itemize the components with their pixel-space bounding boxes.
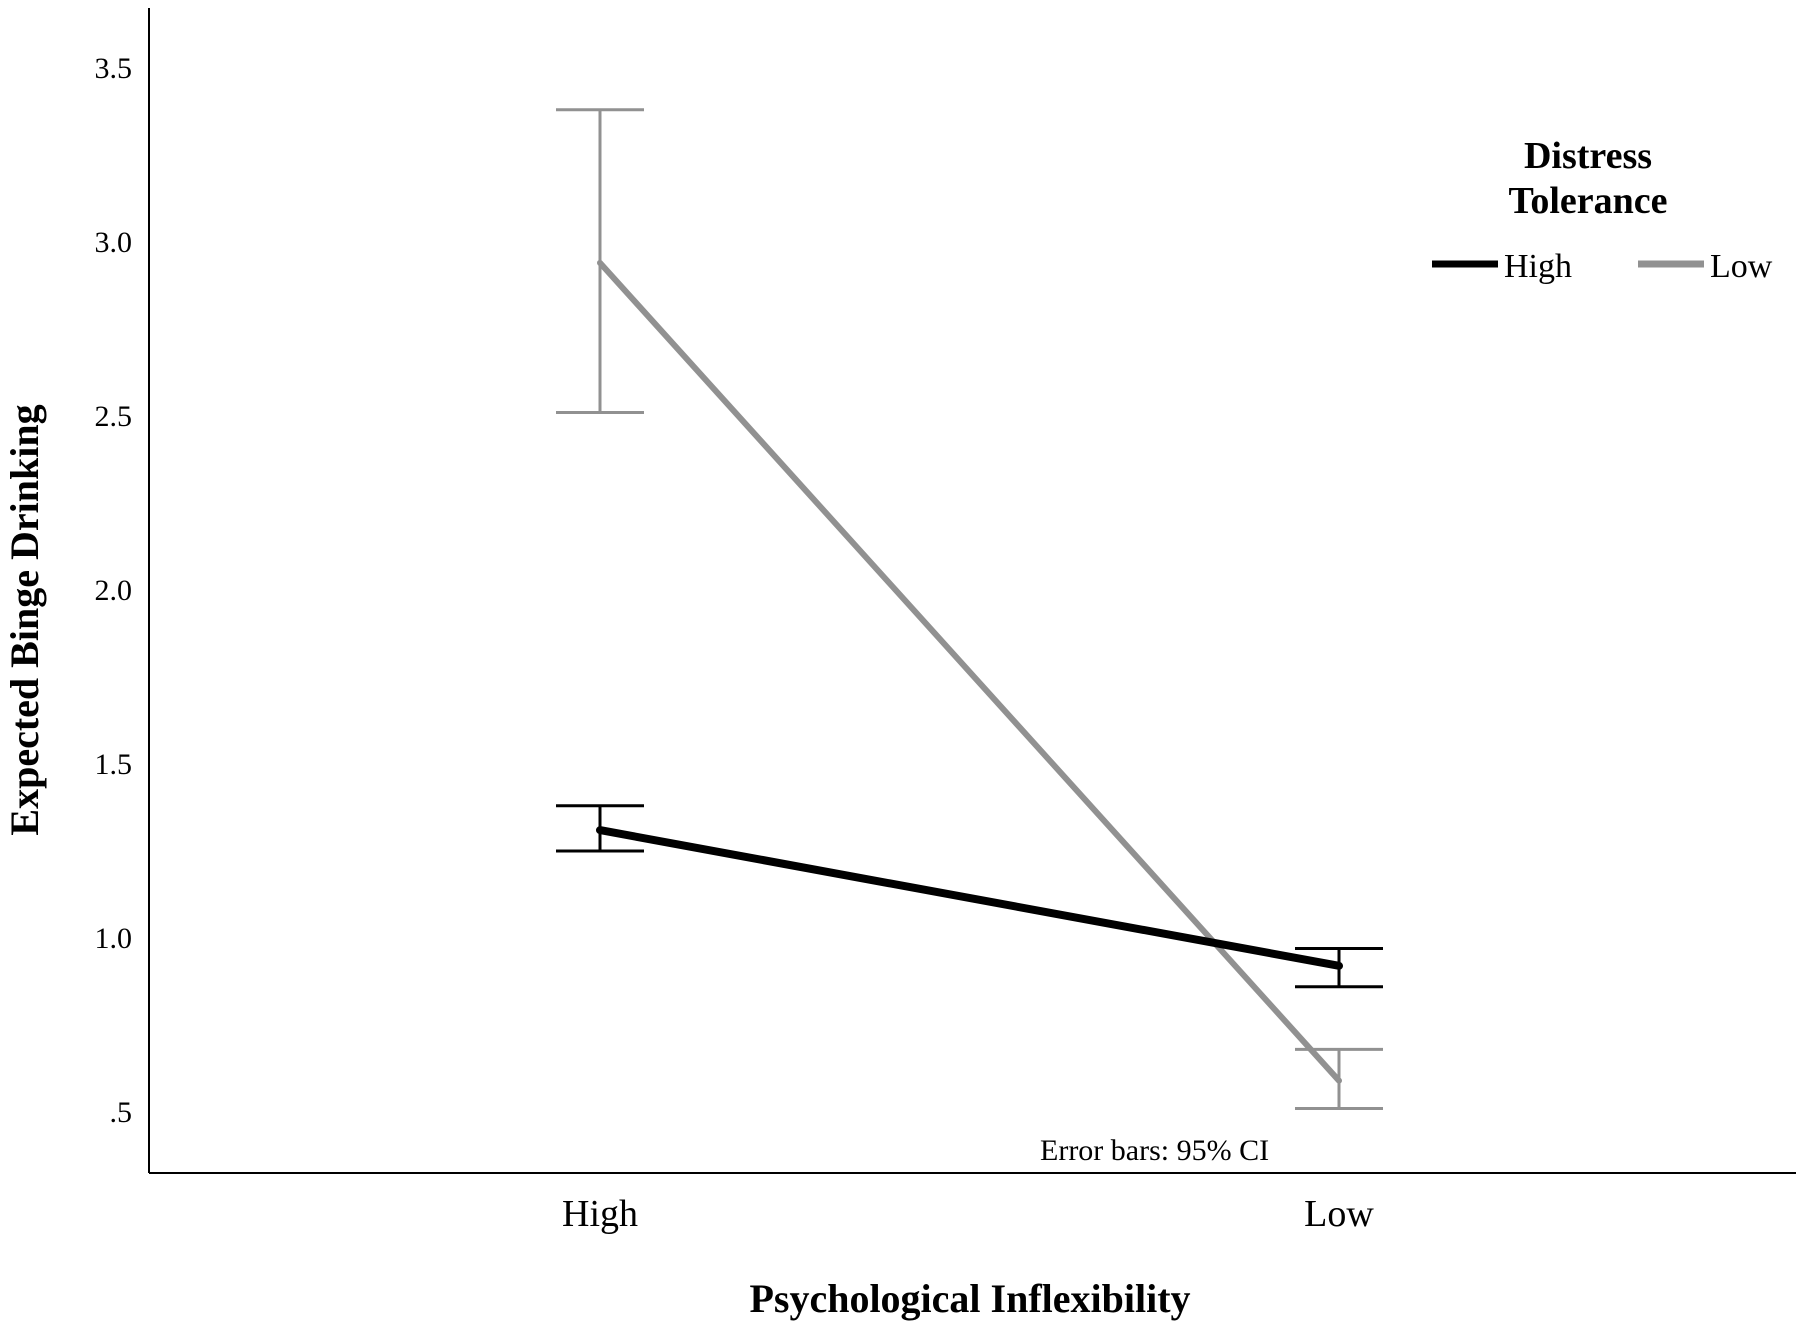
x-tick-label: High	[562, 1193, 638, 1235]
series-low	[556, 108, 1383, 1111]
series-line	[597, 259, 1342, 1084]
axes	[148, 8, 1796, 1174]
legend-label: Low	[1710, 248, 1773, 285]
legend-title-line2: Tolerance	[1508, 180, 1667, 222]
series-line	[596, 826, 1343, 970]
y-tick-label: 1.5	[95, 748, 133, 781]
legend-item-high: High	[1432, 248, 1572, 285]
error-bars-note: Error bars: 95% CI	[1040, 1134, 1269, 1167]
x-tick-label: Low	[1304, 1193, 1374, 1235]
legend-title-line1: Distress	[1524, 135, 1652, 177]
legend-items: High Low	[1432, 248, 1773, 285]
y-tick-labels: .5 1.0 1.5 2.0 2.5 3.0 3.5	[95, 52, 133, 1129]
legend-label: High	[1504, 248, 1572, 285]
legend-item-low: Low	[1638, 248, 1773, 285]
x-axis-title: Psychological Inflexibility	[749, 1276, 1190, 1321]
x-tick-labels: High Low	[562, 1193, 1374, 1235]
y-tick-label: 2.5	[95, 400, 133, 433]
y-tick-label: 1.0	[95, 922, 133, 955]
series-layer	[556, 108, 1383, 1111]
y-tick-label: .5	[110, 1096, 133, 1129]
y-tick-label: 3.0	[95, 226, 133, 259]
y-tick-label: 3.5	[95, 52, 133, 85]
legend: Distress Tolerance High Low	[1432, 135, 1773, 285]
series-high	[556, 804, 1383, 989]
y-axis-title: Expected Binge Drinking	[2, 404, 47, 835]
y-tick-label: 2.0	[95, 574, 133, 607]
